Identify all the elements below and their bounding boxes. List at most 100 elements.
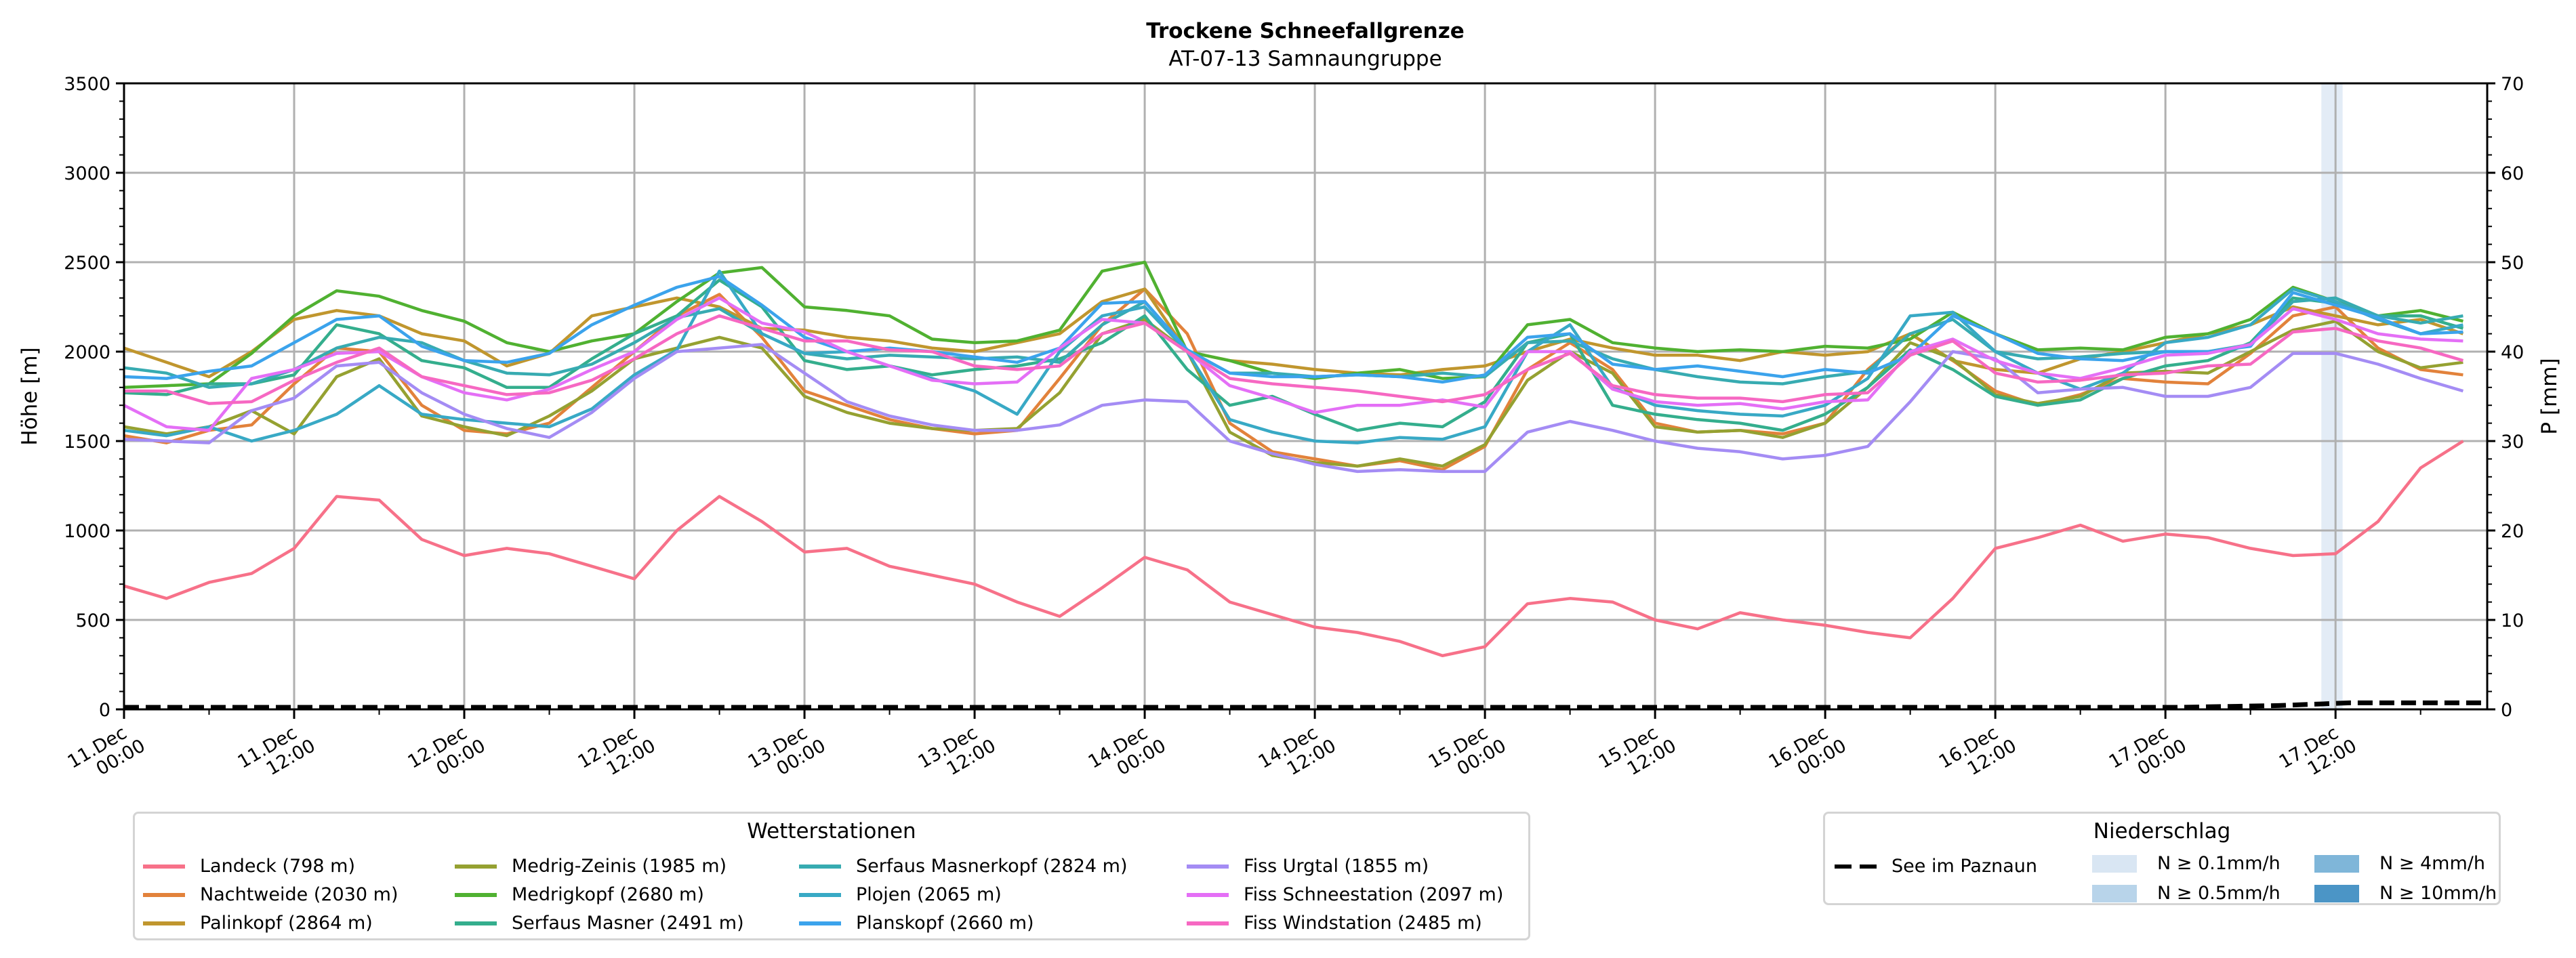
legend-item-precip-class: N ≥ 0.1mm/h xyxy=(2092,853,2281,874)
legend-stations-title: Wetterstationen xyxy=(747,819,916,844)
precip-bands xyxy=(2321,83,2343,709)
legend-swatch xyxy=(455,864,497,869)
legend-label: See im Paznaun xyxy=(1892,856,2037,877)
dashed-line-swatch xyxy=(1835,864,1877,869)
legend-label: Landeck (798 m) xyxy=(200,856,355,877)
legend-label: N ≥ 10mm/h xyxy=(2379,883,2497,904)
plot-frame xyxy=(123,82,2489,711)
y-tick-label: 1000 xyxy=(64,521,110,542)
legend-label: Medrigkopf (2680 m) xyxy=(512,884,704,905)
legend-swatch xyxy=(143,892,185,897)
legend-label: Serfaus Masnerkopf (2824 m) xyxy=(856,856,1128,877)
series-line-palinkopf xyxy=(123,287,2464,379)
legend-item-station: Fiss Urgtal (1855 m) xyxy=(1187,856,1429,877)
chart-title: Trockene Schneefallgrenze xyxy=(1146,19,1465,43)
precip-line-group xyxy=(124,700,2487,710)
legend-label: Medrig-Zeinis (1985 m) xyxy=(512,856,727,877)
legend-item-station: Planskopf (2660 m) xyxy=(799,913,1034,934)
legend-item-station: Palinkopf (2864 m) xyxy=(143,913,373,934)
legend-label: Fiss Schneestation (2097 m) xyxy=(1244,884,1504,905)
legend-patch xyxy=(2092,884,2137,902)
series-line-fiss xyxy=(124,314,2464,405)
legend-swatch xyxy=(799,864,841,869)
legend-item-station: Fiss Windstation (2485 m) xyxy=(1187,913,1482,934)
legend-item-station: Plojen (2065 m) xyxy=(799,884,1002,905)
y-tick-label: 3500 xyxy=(64,74,110,95)
legend-item-station: Fiss Schneestation (2097 m) xyxy=(1187,884,1503,905)
legend-item-station: Medrig-Zeinis (1985 m) xyxy=(455,856,727,877)
legend-item-station: Landeck (798 m) xyxy=(143,856,355,877)
legend-label: Fiss Urgtal (1855 m) xyxy=(1244,856,1429,877)
y2-tick-label: 40 xyxy=(2501,342,2524,363)
legend-item-station: Serfaus Masnerkopf (2824 m) xyxy=(799,856,1127,877)
y2-tick-label: 0 xyxy=(2501,700,2512,721)
legend-item-station: Serfaus Masner (2491 m) xyxy=(455,913,744,934)
y-tick-label: 3000 xyxy=(64,163,110,184)
series-line-planskopf xyxy=(123,274,2463,384)
precip-band xyxy=(2321,83,2343,709)
y-tick-label: 1500 xyxy=(64,432,110,453)
chart-subtitle: AT-07-13 Samnaungruppe xyxy=(1168,47,1442,71)
legend-label: Palinkopf (2864 m) xyxy=(200,913,373,934)
y2-tick-label: 60 xyxy=(2501,163,2524,184)
legend-precip-title: Niederschlag xyxy=(2093,819,2231,844)
series-line-plojen xyxy=(123,269,2463,444)
legend-label: Fiss Windstation (2485 m) xyxy=(1244,913,1482,934)
y-tick-label: 0 xyxy=(99,700,110,721)
legend-label: Planskopf (2660 m) xyxy=(856,913,1034,934)
y2-tick-label: 50 xyxy=(2501,253,2524,274)
legend-stations: Wetterstationen Landeck (798 m) Nachtweid… xyxy=(133,812,1530,940)
legend-patch xyxy=(2314,854,2359,873)
legend-swatch xyxy=(455,921,497,925)
series-line-fiss xyxy=(123,343,2464,474)
y-axis-ticks: 0 500 1000 1500 2000 2500 3000 3500 xyxy=(64,74,124,721)
y2-tick-label: 70 xyxy=(2501,74,2524,95)
legend-label: Serfaus Masner (2491 m) xyxy=(512,913,744,934)
legend-swatch xyxy=(143,864,185,869)
y-tick-label: 2000 xyxy=(64,342,110,363)
series-line-fiss xyxy=(123,296,2463,432)
legend-swatch xyxy=(1187,864,1229,869)
series-lines xyxy=(123,260,2464,658)
y-tick-label: 2500 xyxy=(64,253,110,274)
legend-item-precip-class: N ≥ 10mm/h xyxy=(2314,883,2497,904)
legend-label: Nachtweide (2030 m) xyxy=(200,884,398,905)
series-line-medrig-zeinis xyxy=(123,318,2463,468)
legend-swatch xyxy=(799,892,841,897)
legend-label: Plojen (2065 m) xyxy=(856,884,1002,905)
y-tick-label: 500 xyxy=(75,610,110,631)
legend-label: N ≥ 0.5mm/h xyxy=(2157,883,2281,904)
y2-tick-label: 20 xyxy=(2501,521,2524,542)
legend-item-precip-class: N ≥ 4mm/h xyxy=(2314,853,2485,874)
legend-swatch xyxy=(799,921,841,925)
legend-precip: Niederschlag See im Paznaun N ≥ 0.1mm/h N… xyxy=(1823,812,2501,905)
y2-tick-label: 30 xyxy=(2501,432,2524,453)
legend-item-precip-class: N ≥ 0.5mm/h xyxy=(2092,883,2281,904)
y-axis-label: Höhe [m] xyxy=(18,347,42,445)
legend-item-station: Medrigkopf (2680 m) xyxy=(455,884,704,905)
y2-axis-ticks: 0 10 20 30 40 50 60 70 xyxy=(2487,74,2524,721)
legend-item-station: Nachtweide (2030 m) xyxy=(143,884,398,905)
legend-precip-line: See im Paznaun xyxy=(1835,856,2037,877)
legend-swatch xyxy=(455,892,497,897)
legend-patch xyxy=(2092,854,2137,873)
legend-swatch xyxy=(1187,921,1229,925)
y2-tick-label: 10 xyxy=(2501,610,2524,631)
y2-axis-label: P [mm] xyxy=(2537,358,2562,434)
legend-label: N ≥ 0.1mm/h xyxy=(2157,853,2281,874)
series-line-landeck xyxy=(123,440,2464,658)
